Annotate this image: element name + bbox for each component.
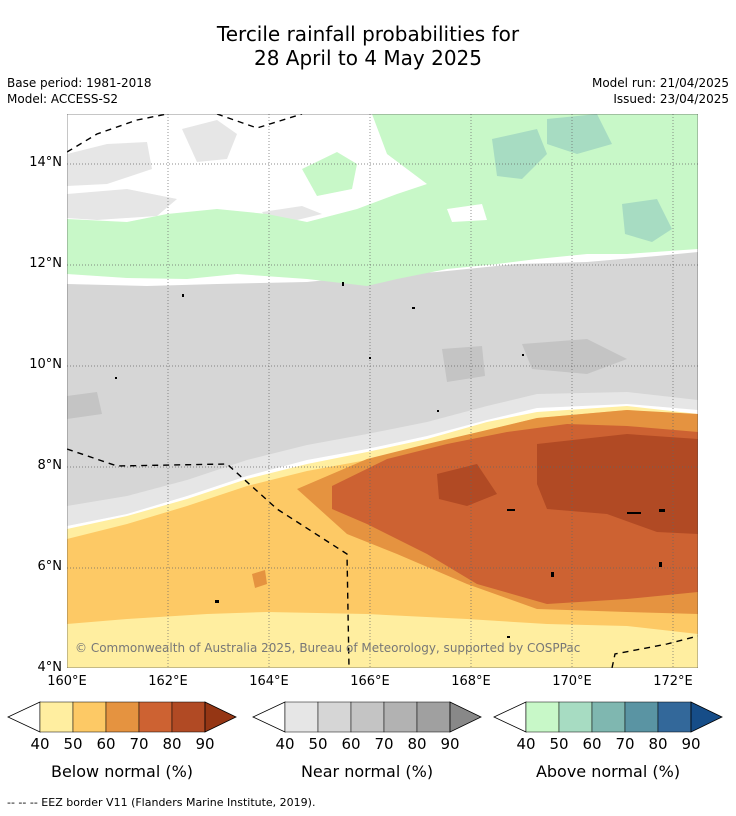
cbar-below-tick: 40: [30, 735, 50, 753]
above-normal-50-patch: [547, 114, 612, 154]
lon-label: 160°E: [47, 674, 87, 689]
colorbar-near-swatch: [317, 701, 352, 733]
colorbar-above-swatch: [525, 701, 560, 733]
colorbar-above-swatch: [558, 701, 593, 733]
above-normal-50-patch: [492, 129, 547, 179]
cbar-below-tick: 50: [63, 735, 83, 753]
colorbar-above-low-arrow: [493, 701, 527, 733]
lat-label: 6°N: [37, 559, 63, 574]
cbar-above-tick: 40: [516, 735, 536, 753]
colorbar-below-swatch: [72, 701, 107, 733]
below-normal-80: [537, 434, 698, 534]
eez-borders: [67, 114, 698, 668]
near-normal-patch: [67, 189, 177, 220]
near-normal-darker-patch: [442, 346, 485, 382]
colorbar-above-normal: [493, 701, 723, 733]
cbar-above-tick: 80: [648, 735, 668, 753]
lon-label: 166°E: [350, 674, 390, 689]
lon-label: 170°E: [552, 674, 592, 689]
lat-label: 10°N: [29, 357, 62, 372]
cbar-near-tick: 70: [374, 735, 394, 753]
base-period: Base period: 1981-2018: [7, 76, 152, 90]
colorbar-below-swatch: [105, 701, 140, 733]
colorbar-near-swatch: [416, 701, 451, 733]
issued-date: Issued: 23/04/2025: [613, 92, 729, 106]
cbar-above-tick: 60: [582, 735, 602, 753]
lat-label: 14°N: [29, 155, 62, 170]
colorbar-below-swatch: [171, 701, 206, 733]
cbar-near-tick: 50: [308, 735, 328, 753]
below-normal-80: [437, 464, 497, 506]
cbar-below-tick: 90: [195, 735, 215, 753]
lon-label: 164°E: [249, 674, 289, 689]
islands: [115, 282, 665, 638]
above-normal-patch: [302, 152, 357, 196]
cbar-below-tick: 70: [129, 735, 149, 753]
near-normal-darker-patch: [522, 339, 627, 374]
near-normal-region: [67, 252, 698, 509]
map-title: Tercile rainfall probabilities for 28 Ap…: [0, 22, 736, 70]
model-run: Model run: 21/04/2025: [591, 76, 729, 90]
cbar-near-tick: 60: [341, 735, 361, 753]
colorbar-above-swatch: [657, 701, 692, 733]
colorbar-below-swatch: [39, 701, 74, 733]
eez-footnote: -- -- -- EEZ border V11 (Flanders Marine…: [7, 796, 316, 809]
lon-label: 162°E: [148, 674, 188, 689]
cbar-above-tick: 70: [615, 735, 635, 753]
near-normal-light-fringe: [67, 392, 698, 526]
colorbar-above-swatch: [591, 701, 626, 733]
cbar-below-tick: 60: [96, 735, 116, 753]
meta-left: Base period: 1981-2018 Model: ACCESS-S2: [7, 75, 152, 107]
colorbar-above-swatch: [624, 701, 659, 733]
cbar-above-tick: 50: [549, 735, 569, 753]
colorbar-below-title: Below normal (%): [50, 762, 194, 781]
map-canvas: [67, 114, 698, 668]
colorbar-below-high-arrow: [204, 701, 237, 733]
near-normal-darker-patch: [67, 392, 102, 419]
title-line-2: 28 April to 4 May 2025: [254, 46, 482, 70]
colorbar-near-normal: [252, 701, 482, 733]
colorbar-near-swatch: [383, 701, 418, 733]
colorbar-near-low-arrow: [252, 701, 286, 733]
colorbar-near-high-arrow: [449, 701, 482, 733]
lon-label: 168°E: [451, 674, 491, 689]
near-normal-patch: [182, 120, 237, 162]
lat-label: 12°N: [29, 256, 62, 271]
colorbar-below-swatch: [138, 701, 173, 733]
title-line-1: Tercile rainfall probabilities for: [216, 22, 520, 46]
cbar-below-tick: 80: [162, 735, 182, 753]
cbar-above-tick: 90: [681, 735, 701, 753]
lon-label: 172°E: [653, 674, 693, 689]
colorbar-below-normal: [7, 701, 237, 733]
colorbar-near-swatch: [350, 701, 385, 733]
lat-label: 8°N: [37, 458, 63, 473]
gridlines: [67, 114, 698, 668]
colorbar-below-low-arrow: [7, 701, 41, 733]
colorbar-above-title: Above normal (%): [535, 762, 681, 781]
white-gap: [447, 204, 487, 222]
colorbar-near-title: Near normal (%): [300, 762, 434, 781]
cbar-near-tick: 90: [440, 735, 460, 753]
colorbar-near-swatch: [284, 701, 319, 733]
cbar-near-tick: 80: [407, 735, 427, 753]
model-name: Model: ACCESS-S2: [7, 92, 119, 106]
above-normal-50-patch: [622, 199, 672, 242]
below-normal-60-patch: [252, 570, 267, 588]
cbar-near-tick: 40: [275, 735, 295, 753]
copyright-notice: © Commonwealth of Australia 2025, Bureau…: [75, 641, 581, 655]
lat-label: 4°N: [37, 660, 63, 675]
colorbar-above-high-arrow: [690, 701, 723, 733]
meta-right: Model run: 21/04/2025 Issued: 23/04/2025: [592, 75, 729, 107]
